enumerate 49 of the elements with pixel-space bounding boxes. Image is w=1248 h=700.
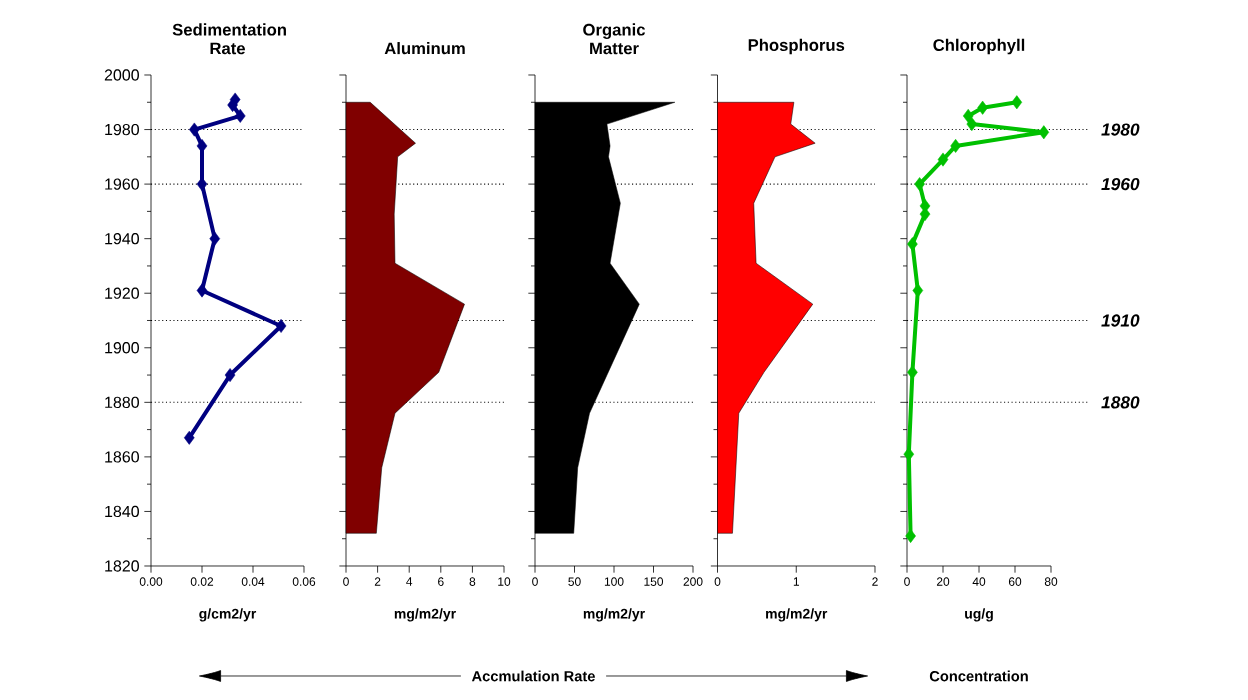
ref-line-label: 1880 bbox=[1101, 396, 1140, 409]
x-tick-label: 1 bbox=[793, 577, 799, 586]
x-tick-label: 20 bbox=[936, 577, 950, 586]
x-tick-label: 80 bbox=[1044, 577, 1058, 586]
chart-title: Chlorophyll bbox=[933, 38, 1025, 55]
x-tick-label: 0.04 bbox=[241, 577, 265, 586]
chart-title: Aluminum bbox=[384, 42, 465, 55]
text: Accmulation Rate bbox=[471, 670, 595, 682]
x-tick-label: 8 bbox=[469, 577, 476, 586]
y-tick-label: 1960 bbox=[105, 178, 139, 190]
x-axis-title: g/cm2/yr bbox=[199, 608, 257, 622]
x-tick-label: 6 bbox=[438, 577, 444, 586]
x-tick-label: 2 bbox=[374, 577, 381, 586]
x-tick-label: 100 bbox=[604, 577, 624, 586]
x-tick-label: 4 bbox=[406, 577, 413, 586]
ref-line-label: 1960 bbox=[1101, 177, 1140, 191]
x-axis-title: mg/m2/yr bbox=[766, 608, 828, 622]
y-tick-label: 1840 bbox=[105, 505, 139, 518]
x-tick-label: 0 bbox=[904, 577, 910, 586]
x-tick-label: 40 bbox=[972, 577, 986, 586]
y-tick-label: 1920 bbox=[105, 287, 139, 299]
y-tick-label: 1820 bbox=[105, 560, 139, 572]
chart-title: Phosphorus bbox=[748, 38, 845, 55]
chart-title: Sedimentation Rate bbox=[172, 23, 286, 55]
x-tick-label: 0 bbox=[343, 577, 349, 586]
x-axis-title: mg/m2/yr bbox=[394, 608, 456, 622]
y-tick-label: 1860 bbox=[105, 451, 139, 463]
x-tick-label: 2 bbox=[872, 577, 878, 586]
ref-line-label: 1910 bbox=[1101, 314, 1140, 327]
x-tick-label: 0 bbox=[714, 577, 721, 586]
text: Concentration bbox=[929, 670, 1028, 682]
y-tick-label: 2000 bbox=[104, 69, 139, 81]
x-tick-label: 60 bbox=[1008, 577, 1022, 586]
y-tick-label: 1900 bbox=[105, 342, 139, 354]
x-tick-label: 0.06 bbox=[292, 577, 316, 586]
x-tick-label: 0.02 bbox=[190, 577, 214, 586]
x-tick-label: 10 bbox=[498, 577, 511, 586]
y-tick-label: 1980 bbox=[105, 123, 139, 136]
ref-line-label: 1980 bbox=[1101, 123, 1140, 136]
x-tick-label: 50 bbox=[568, 577, 581, 586]
x-axis-title: ug/g bbox=[965, 608, 993, 622]
x-tick-label: 0 bbox=[532, 577, 538, 586]
y-tick-label: 1880 bbox=[105, 396, 139, 408]
x-tick-label: 200 bbox=[683, 577, 703, 586]
x-tick-label: 0.00 bbox=[139, 577, 163, 586]
y-tick-label: 1940 bbox=[105, 233, 139, 245]
x-axis-title: mg/m2/yr bbox=[583, 608, 645, 622]
chart-title: Organic Matter bbox=[583, 23, 646, 55]
x-tick-label: 150 bbox=[644, 577, 664, 586]
